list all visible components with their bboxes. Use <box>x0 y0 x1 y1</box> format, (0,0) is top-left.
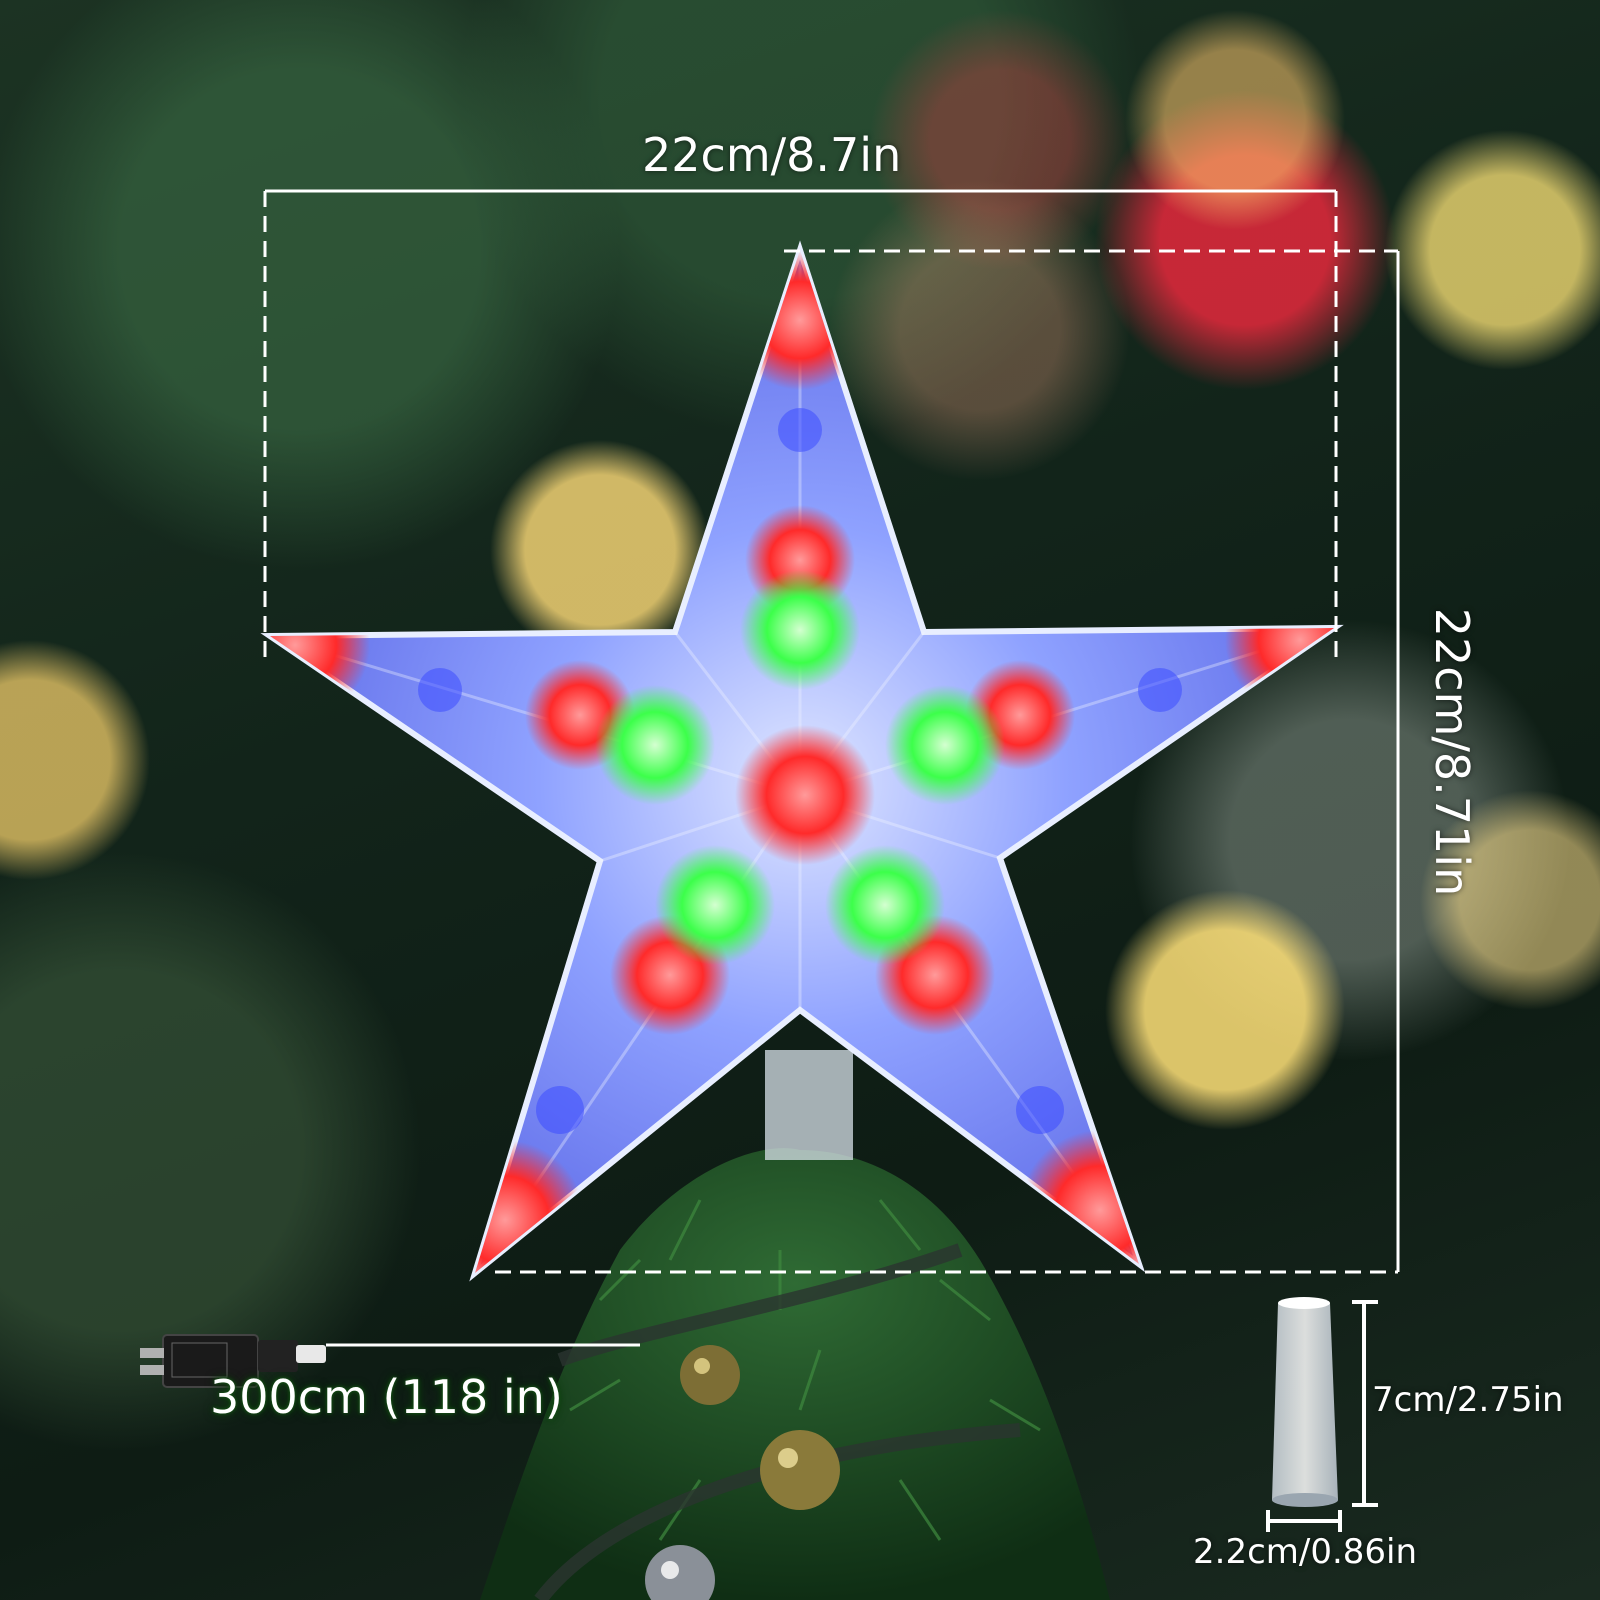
height-dimension-label: 22cm/8.71in <box>1425 607 1479 897</box>
width-dimension-label: 22cm/8.7in <box>642 128 902 182</box>
height-dimension-guide <box>495 249 1400 1274</box>
holder-tube <box>1272 1297 1338 1507</box>
width-dimension-guide <box>263 189 1338 660</box>
holder-width-label: 2.2cm/0.86in <box>1193 1532 1418 1572</box>
power-adapter <box>140 1334 326 1388</box>
ornament-gold-1 <box>760 1430 840 1510</box>
tree-top <box>480 1148 1110 1600</box>
ornament-silver <box>645 1545 715 1600</box>
holder-height-label: 7cm/2.75in <box>1372 1380 1564 1420</box>
star-stem <box>765 1050 853 1160</box>
holder-width-guide <box>1266 1510 1342 1532</box>
holder-height-guide <box>1352 1300 1378 1507</box>
ornament-gold-2 <box>680 1345 740 1405</box>
cord-length-label: 300cm (118 in) <box>210 1370 563 1424</box>
